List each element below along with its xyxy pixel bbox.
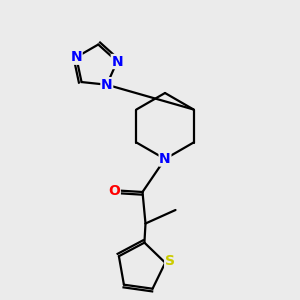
Text: S: S	[165, 254, 175, 268]
Text: N: N	[70, 50, 82, 64]
Text: N: N	[101, 78, 112, 92]
Text: N: N	[111, 55, 123, 68]
Text: O: O	[108, 184, 120, 197]
Text: N: N	[159, 152, 171, 166]
